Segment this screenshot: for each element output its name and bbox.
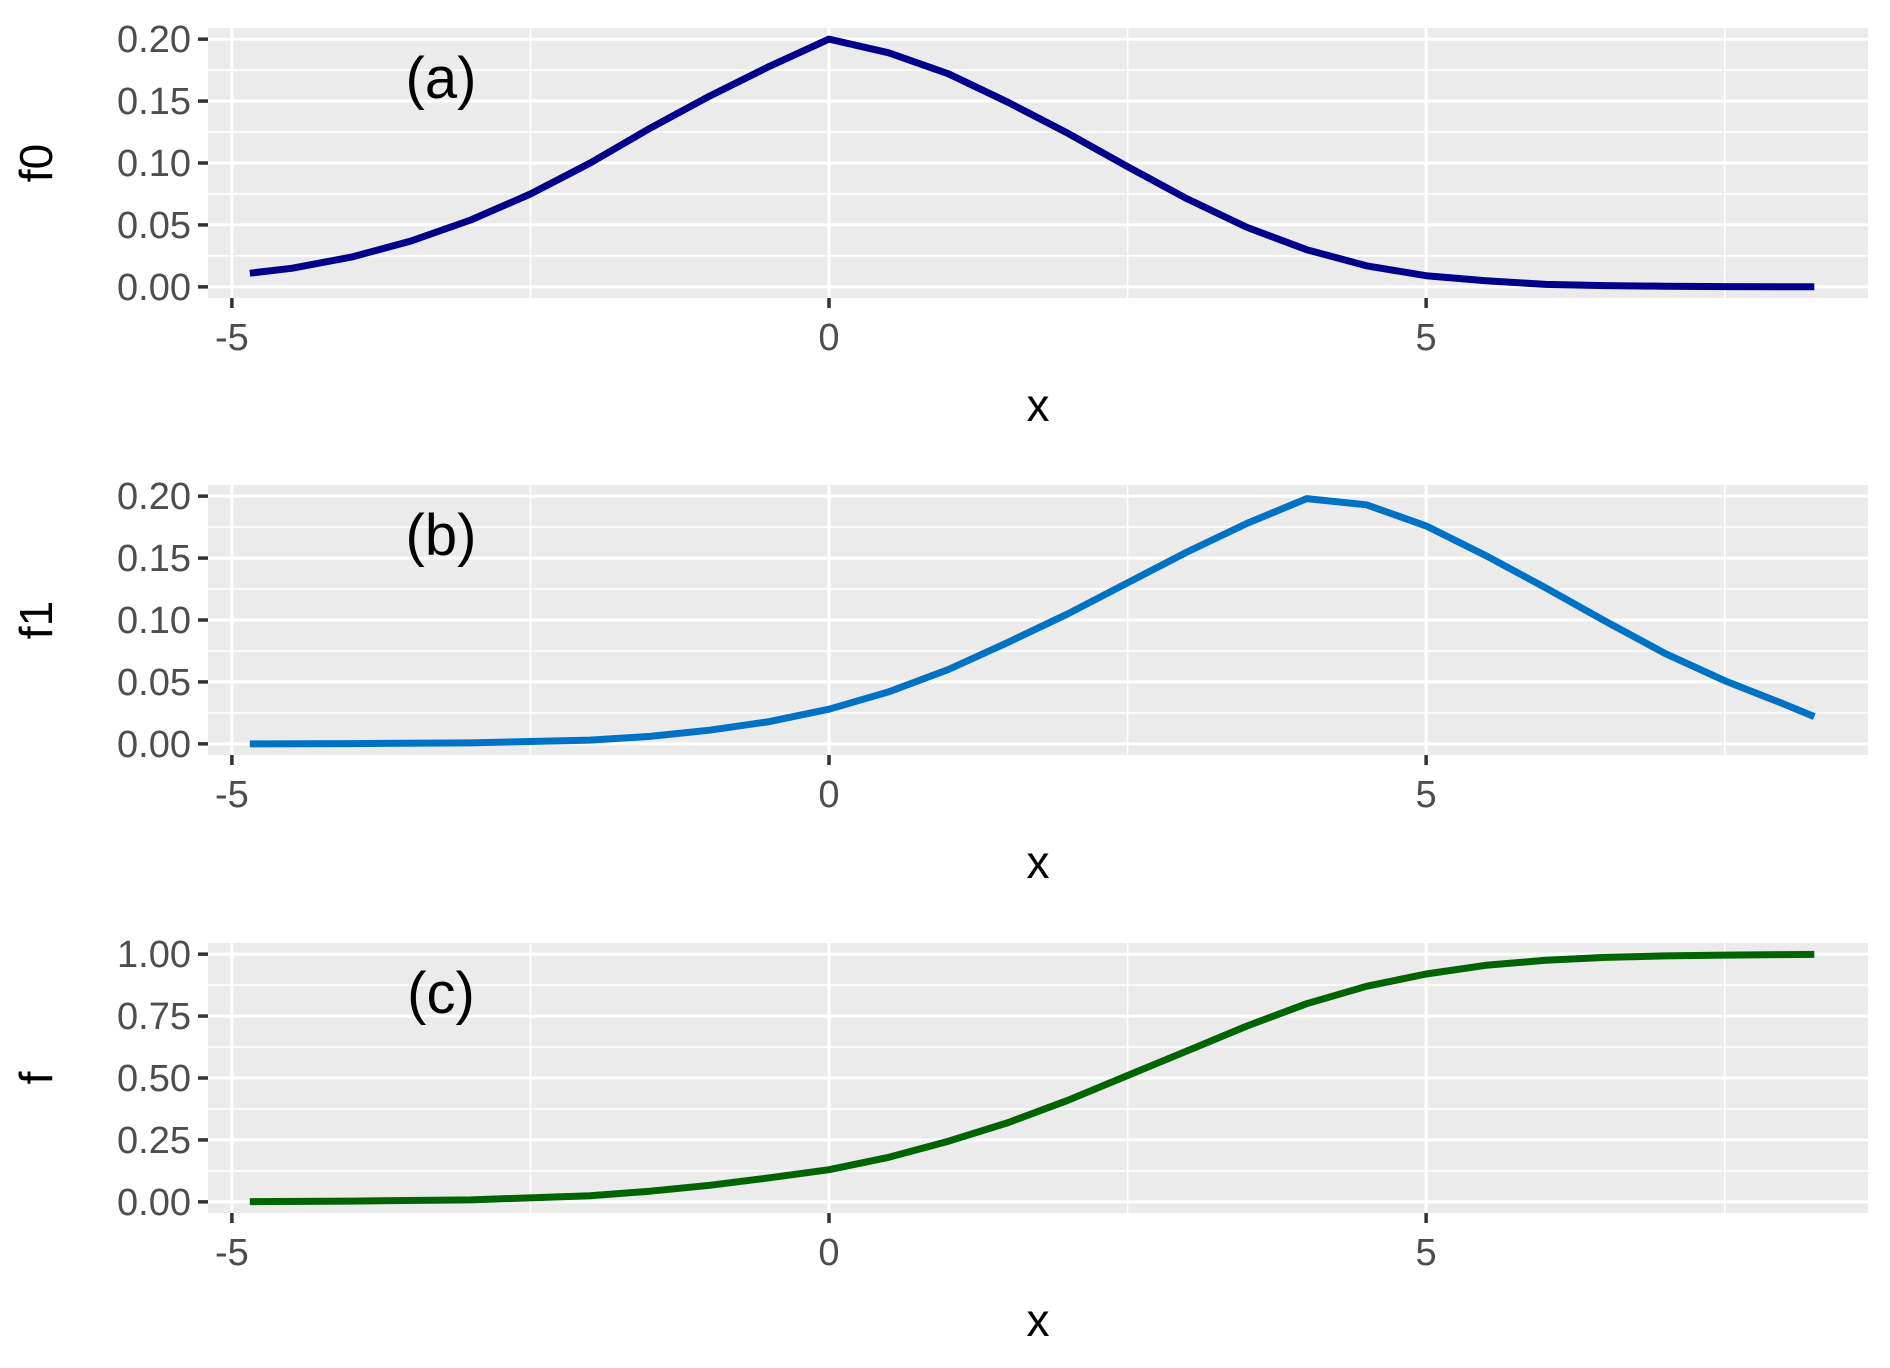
y-tick-label: 0.15 [117, 538, 191, 580]
y-tick-label: 1.00 [117, 934, 191, 976]
x-tick-label: -5 [215, 774, 249, 816]
x-tick-label: 0 [818, 774, 839, 816]
y-tick-label: 0.25 [117, 1120, 191, 1162]
panel-label: (c) [407, 961, 475, 1026]
x-axis-title: x [1027, 1294, 1050, 1346]
x-axis-title: x [1027, 379, 1050, 431]
series-line-1 [249, 495, 1816, 748]
x-tick-label: 5 [1416, 774, 1437, 816]
x-tick-label: -5 [215, 1232, 249, 1274]
y-tick-label: 0.05 [117, 205, 191, 247]
y-tick-label: 0.10 [117, 600, 191, 642]
y-tick-label: 0.20 [117, 19, 191, 61]
y-axis-title: f1 [10, 601, 62, 639]
y-tick-label: 0.10 [117, 143, 191, 185]
x-tick-label: 0 [818, 1232, 839, 1274]
y-axis-title: f [10, 1071, 62, 1084]
x-tick-label: 0 [818, 317, 839, 359]
x-axis-title: x [1027, 836, 1050, 888]
series-line-1 [249, 35, 1815, 291]
y-tick-label: 0.05 [117, 662, 191, 704]
y-axis-title: f0 [10, 144, 62, 182]
panel-label: (a) [406, 46, 477, 111]
y-tick-label: 0.00 [117, 724, 191, 766]
series-line-1 [249, 950, 1815, 1206]
x-tick-label: 5 [1416, 1232, 1437, 1274]
panel-1: 0.00 0.05 0.10 0.15 0.20 -5 0 5 x f0 (a) [10, 19, 1868, 431]
x-tick-label: -5 [215, 317, 249, 359]
y-tick-label: 0.00 [117, 267, 191, 309]
y-tick-label: 0.20 [117, 476, 191, 518]
panel-3: 0.00 0.25 0.50 0.75 1.00 -5 0 5 x f (c) [10, 934, 1868, 1346]
x-tick-label: 5 [1416, 317, 1437, 359]
y-tick-label: 0.50 [117, 1058, 191, 1100]
y-tick-label: 0.00 [117, 1182, 191, 1224]
y-tick-label: 0.75 [117, 996, 191, 1038]
panel-2: 0.00 0.05 0.10 0.15 0.20 -5 0 5 x f1 (b) [10, 476, 1868, 888]
panel-label: (b) [406, 503, 477, 568]
y-tick-label: 0.15 [117, 81, 191, 123]
